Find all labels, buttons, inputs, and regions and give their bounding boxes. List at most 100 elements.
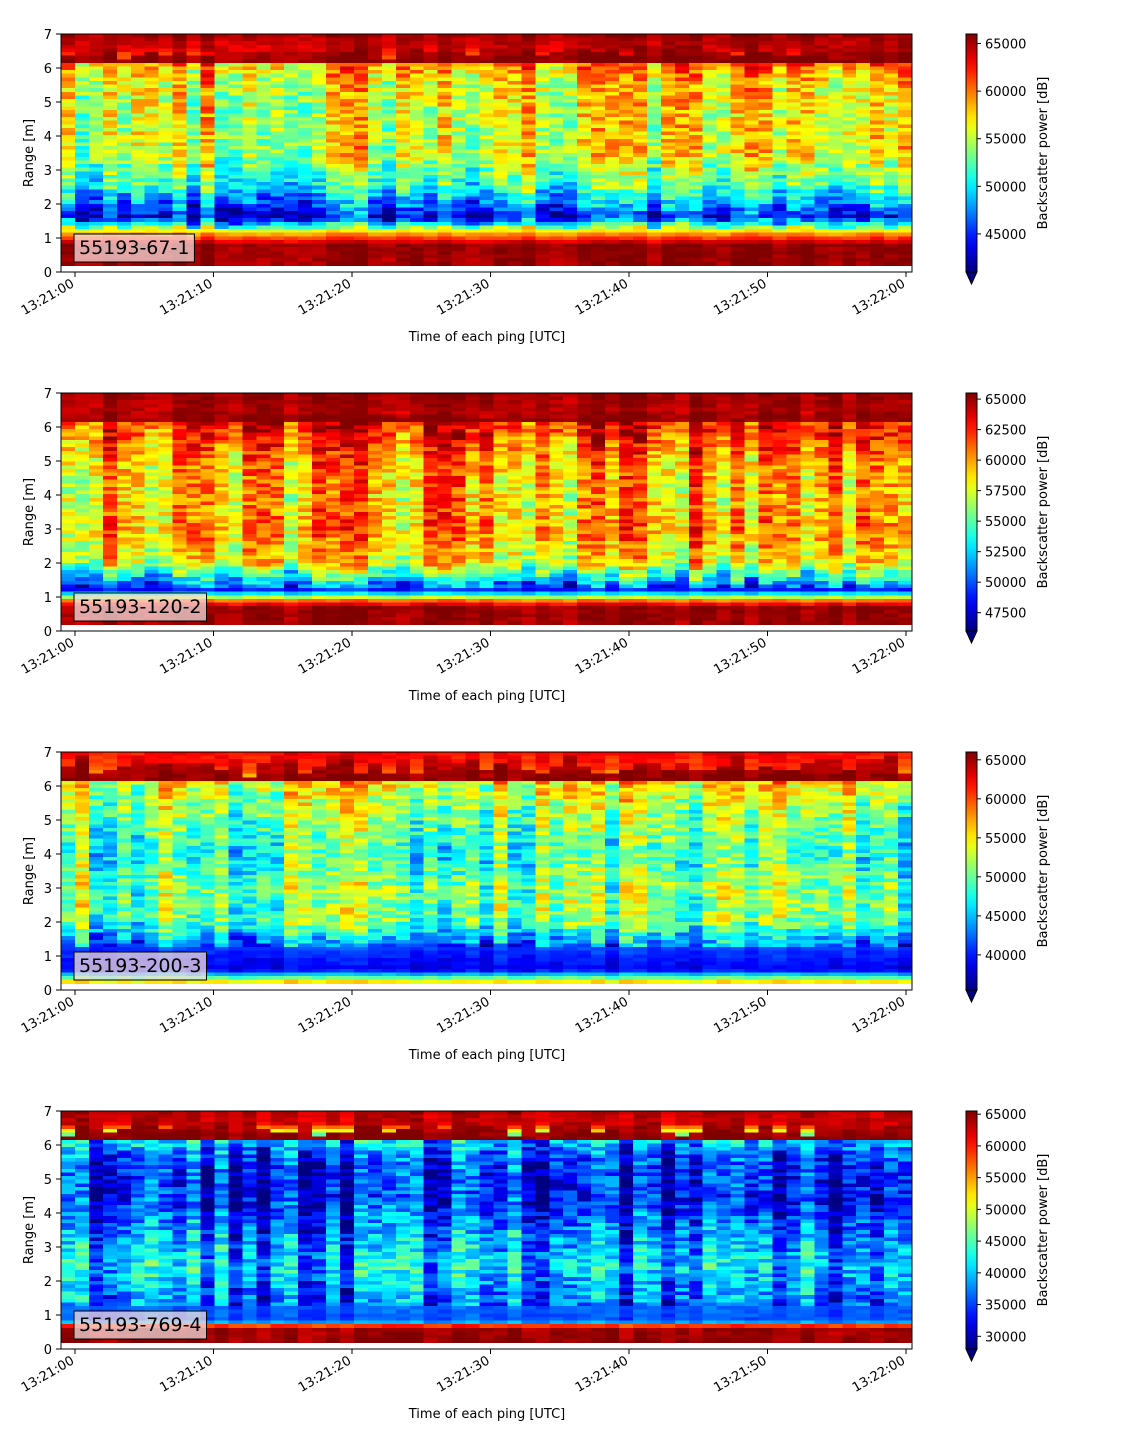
- colorbar-tick-label: 35000: [985, 1299, 1026, 1314]
- heatmap-cells: [61, 393, 913, 625]
- x-axis-label: Time of each ping [UTC]: [408, 689, 566, 704]
- x-tick-label: 13:21:20: [296, 635, 354, 677]
- panel-label: 55193-769-4: [79, 1314, 202, 1336]
- y-tick-label: 6: [44, 421, 52, 436]
- x-tick-label: 13:21:30: [434, 1353, 492, 1395]
- colorbar-tick-label: 45000: [985, 1235, 1026, 1250]
- colorbar-tick-label: 55000: [985, 515, 1026, 530]
- y-axis-label: Range [m]: [22, 119, 37, 187]
- x-axis-label: Time of each ping [UTC]: [408, 1048, 566, 1063]
- colorbar-extend-arrow: [965, 271, 978, 286]
- colorbar-tick-label: 55000: [985, 832, 1026, 847]
- x-tick-label: 13:22:00: [850, 1353, 908, 1395]
- panel-label-box: [73, 592, 208, 622]
- colorbar: 47500 50000 52500 55000 57500 60000 62500 65000…: [965, 392, 1051, 645]
- x-axis-label: Time of each ping [UTC]: [408, 330, 566, 345]
- echogram-panel-2: 0 1 2 3 4 5 6 7 13:21:00 13:21:10 13:21:20 13:21:30…: [19, 387, 1051, 704]
- axes-frame: [60, 33, 913, 273]
- x-tick-label: 13:21:10: [157, 994, 215, 1036]
- echogram-panel-3: 0 1 2 3 4 5 6 7 13:21:00 13:21:10 13:21:20 13:21:30…: [19, 746, 1051, 1063]
- x-tick-label: 13:21:30: [434, 635, 492, 677]
- x-tick-label: 13:21:50: [711, 276, 769, 318]
- y-tick-label: 2: [44, 198, 52, 213]
- colorbar-tick-label: 55000: [985, 1172, 1026, 1187]
- x-tick-label: 13:21:10: [157, 1353, 215, 1395]
- y-tick-label: 4: [44, 1207, 52, 1222]
- x-axis-label: Time of each ping [UTC]: [408, 1407, 566, 1422]
- y-tick-label: 5: [44, 455, 52, 470]
- y-tick-label: 4: [44, 130, 52, 145]
- colorbar: 40000 45000 50000 55000 60000 65000 Backscatte…: [965, 751, 1051, 1004]
- panel-label: 55193-67-1: [79, 237, 189, 259]
- y-tick-label: 5: [44, 1173, 52, 1188]
- echogram-panel-4: 0 1 2 3 4 5 6 7 13:21:00 13:21:10 13:21:20 13:21:30…: [19, 1105, 1051, 1422]
- colorbar-tick-label: 60000: [985, 1140, 1026, 1155]
- colorbar-gradient: [965, 751, 978, 991]
- y-tick-label: 2: [44, 916, 52, 931]
- colorbar-extend-arrow: [965, 989, 978, 1004]
- x-tick-label: 13:21:40: [573, 1353, 631, 1395]
- y-tick-label: 0: [44, 266, 52, 281]
- x-tick-label: 13:21:20: [296, 994, 354, 1036]
- heatmap-cells: [61, 752, 913, 984]
- panel-label-box: [73, 1310, 208, 1340]
- colorbar-tick-label: 65000: [985, 1108, 1026, 1123]
- colorbar-extend-arrow: [965, 1348, 978, 1363]
- colorbar-tick-label: 50000: [985, 1203, 1026, 1218]
- y-tick-label: 3: [44, 882, 52, 897]
- colorbar-label: Backscatter power [dB]: [1036, 77, 1051, 230]
- axes-frame: [60, 751, 913, 991]
- y-tick-label: 7: [44, 1105, 52, 1120]
- y-tick-label: 3: [44, 523, 52, 538]
- panel-label-box: [73, 951, 208, 981]
- x-tick-label: 13:21:50: [711, 994, 769, 1036]
- colorbar-tick-label: 50000: [985, 180, 1026, 195]
- colorbar: 45000 50000 55000 60000 65000 Backscatter pow…: [965, 33, 1051, 286]
- y-tick-label: 2: [44, 1275, 52, 1290]
- y-tick-label: 1: [44, 1309, 52, 1324]
- x-tick-label: 13:21:40: [573, 994, 631, 1036]
- colorbar-label: Backscatter power [dB]: [1036, 1154, 1051, 1307]
- colorbar-tick-label: 47500: [985, 607, 1026, 622]
- colorbar-tick-label: 30000: [985, 1330, 1026, 1345]
- y-tick-label: 7: [44, 746, 52, 761]
- y-tick-label: 6: [44, 62, 52, 77]
- x-tick-label: 13:21:20: [296, 1353, 354, 1395]
- colorbar-gradient: [965, 392, 978, 632]
- colorbar-tick-label: 50000: [985, 871, 1026, 886]
- y-tick-label: 1: [44, 591, 52, 606]
- y-tick-label: 5: [44, 814, 52, 829]
- y-tick-label: 7: [44, 387, 52, 402]
- axes-frame: [60, 392, 913, 632]
- y-tick-label: 4: [44, 848, 52, 863]
- x-tick-label: 13:22:00: [850, 276, 908, 318]
- y-tick-label: 6: [44, 780, 52, 795]
- y-tick-label: 3: [44, 164, 52, 179]
- colorbar-gradient: [965, 1110, 978, 1350]
- y-tick-label: 3: [44, 1241, 52, 1256]
- colorbar-tick-label: 45000: [985, 228, 1026, 243]
- x-tick-label: 13:21:10: [157, 635, 215, 677]
- colorbar-tick-label: 65000: [985, 38, 1026, 53]
- x-tick-label: 13:21:10: [157, 276, 215, 318]
- x-tick-label: 13:21:00: [19, 994, 77, 1036]
- panel-label: 55193-120-2: [79, 596, 202, 618]
- colorbar-tick-label: 60000: [985, 454, 1026, 469]
- colorbar-tick-label: 40000: [985, 949, 1026, 964]
- y-tick-label: 4: [44, 489, 52, 504]
- colorbar-tick-label: 50000: [985, 576, 1026, 591]
- panel-label: 55193-200-3: [79, 955, 202, 977]
- heatmap-cells: [61, 34, 913, 266]
- x-tick-label: 13:21:40: [573, 635, 631, 677]
- y-tick-label: 1: [44, 950, 52, 965]
- colorbar-tick-label: 65000: [985, 393, 1026, 408]
- panel-label-box: [73, 233, 195, 263]
- y-tick-label: 2: [44, 557, 52, 572]
- x-tick-label: 13:21:50: [711, 1353, 769, 1395]
- y-tick-label: 0: [44, 1343, 52, 1358]
- colorbar-label: Backscatter power [dB]: [1036, 436, 1051, 589]
- y-tick-label: 0: [44, 984, 52, 999]
- colorbar-tick-label: 52500: [985, 546, 1026, 561]
- axes-frame: [60, 1110, 913, 1350]
